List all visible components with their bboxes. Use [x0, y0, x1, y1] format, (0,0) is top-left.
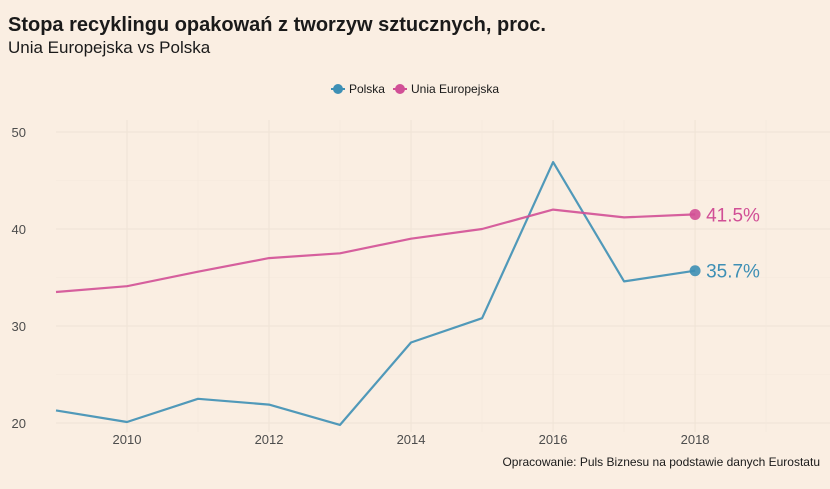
- legend-label-ue: Unia Europejska: [410, 82, 500, 96]
- x-tick-label: 2012: [255, 432, 284, 447]
- series-line-1: [55, 208, 696, 294]
- series-end-point-0: [689, 265, 701, 277]
- series-line-0: [55, 161, 696, 426]
- chart-subtitle: Unia Europejska vs Polska: [8, 38, 211, 57]
- legend-item-polska: Polska: [330, 82, 385, 96]
- y-tick-label: 50: [12, 125, 26, 140]
- chart-title: Stopa recyklingu opakowań z tworzyw sztu…: [8, 14, 546, 36]
- series-end-label-0: 35.7%: [706, 262, 760, 283]
- x-tick-label: 2010: [113, 432, 142, 447]
- x-tick-label: 2016: [539, 432, 568, 447]
- series-end-point-1: [689, 208, 701, 220]
- legend-swatch-ue: [392, 82, 407, 96]
- y-tick-label: 40: [12, 222, 26, 237]
- y-tick-label: 30: [12, 319, 26, 334]
- legend-swatch-polska: [330, 82, 345, 96]
- x-tick-label: 2018: [681, 432, 710, 447]
- legend-label-polska: Polska: [348, 82, 385, 96]
- y-tick-label: 20: [12, 416, 26, 431]
- legend-item-ue: Unia Europejska: [392, 82, 500, 96]
- chart-caption: Opracowanie: Puls Biznesu na podstawie d…: [502, 455, 820, 469]
- x-tick-label: 2014: [397, 432, 426, 447]
- legend: Polska Unia Europejska: [0, 82, 830, 96]
- series-end-label-1: 41.5%: [706, 205, 760, 226]
